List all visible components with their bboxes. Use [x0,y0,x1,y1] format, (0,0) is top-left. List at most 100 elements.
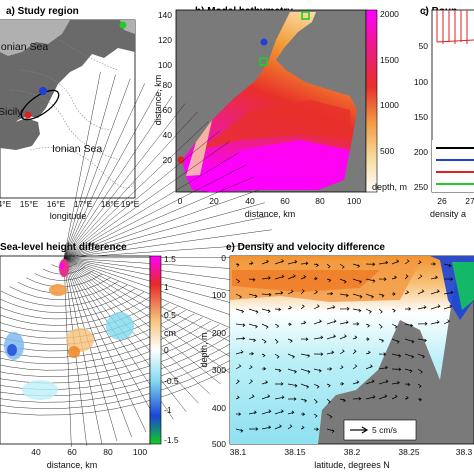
velocity-arrow [313,383,320,389]
velocity-arrow [235,263,240,267]
velocity-arrow [235,412,242,416]
fan-line [63,71,101,259]
velocity-arrow [378,338,385,343]
velocity-arrow [248,261,254,265]
velocity-arrow [235,293,242,299]
velocity-arrow [352,380,360,385]
velocity-arrow [261,259,269,265]
panel-e-yticks: 0 100 200 300 400 500 [212,253,226,449]
velocity-arrow [288,397,297,401]
velocity-arrow [313,398,318,404]
fan-line [63,176,254,259]
velocity-arrow [430,320,440,325]
fan-arc [0,299,161,333]
fan-line [63,257,261,326]
fan-line [63,257,211,395]
tick-d-cb: 0.5 [164,310,176,320]
marker-green [119,21,127,29]
velocity-arrow [391,380,400,385]
velocity-arrow [404,396,409,400]
velocity-arrow [339,293,349,298]
velocity-arrow [443,277,454,281]
velocity-arrow [365,293,375,299]
fan-arc [0,295,153,326]
fan-line [63,202,265,259]
velocity-arrow [287,259,298,265]
panel-a-map [0,19,136,199]
velocity-arrow [313,319,322,325]
velocity-arrow [378,365,389,370]
velocity-arrow [248,293,258,299]
velocity-arrow [404,353,415,359]
velocity-arrow [378,308,383,314]
velocity-arrow [404,338,415,344]
tick-d-cb: -0.5 [164,376,179,386]
velocity-arrow [352,308,362,313]
fan-line [63,189,260,259]
panel-e-xticks: 38.1 38.15 38.2 38.25 38.3 [230,447,473,457]
velocity-arrow [352,364,358,370]
panel-a-title: a) Study region [6,6,79,17]
velocity-arrow [417,321,428,326]
velocity-arrow [417,383,422,388]
tick-e-y: 500 [212,439,226,449]
velocity-arrow [417,353,426,359]
velocity-arrow [339,263,345,269]
velocity-arrow [365,262,376,267]
tick-d-cb: -1.5 [164,435,179,445]
fan-arc [34,270,94,281]
tick-e-x: 38.2 [344,447,361,457]
velocity-arrow [235,308,245,314]
velocity-arrow [326,319,337,325]
fan-line [63,215,269,259]
velocity-arrow [365,308,372,314]
tick-e-x: 38.25 [398,447,420,457]
velocity-arrow [313,290,318,295]
fan-line [63,74,116,259]
panel-b-ylabel: distance, km [153,75,163,126]
marker-red-b [177,156,185,164]
tick-b-y: 80 [163,80,173,90]
fan-line [63,257,161,427]
velocity-arrow [339,349,345,355]
velocity-arrow [300,425,305,430]
velocity-arrow [235,395,240,400]
velocity-arrow [261,380,269,385]
velocity-arrow [261,308,271,313]
velocity-arrow [235,336,246,341]
fan-arc [0,306,178,345]
velocity-arrow [378,293,385,298]
velocity-arrow [300,337,309,341]
velocity-arrow [300,304,305,310]
velocity-arrow [378,379,389,385]
velocity-arrow [404,382,411,387]
fan-line [63,257,221,385]
velocity-arrow [326,428,335,433]
velocity-arrow [417,368,423,374]
velocity-arrow [261,292,272,297]
fan-line [63,257,132,437]
tick-b-x: 80 [315,196,325,206]
velocity-arrow [300,353,311,358]
velocity-arrow [443,263,452,268]
velocity-arrow [417,305,427,310]
fan-line [63,141,230,259]
velocity-arrow [430,275,438,280]
velocity-arrow [391,367,402,372]
velocity-arrow [352,278,363,284]
tick-d-cb: 0 [164,345,169,355]
velocity-arrow [300,275,307,280]
velocity-arrow [352,263,361,268]
velocity-arrow [326,398,331,404]
velocity-arrow [404,323,414,328]
velocity-arrow [261,409,272,415]
tick-c-x: 26 [437,196,447,206]
velocity-arrow [443,304,453,310]
tick-d-x: 40 [31,447,41,457]
velocity-arrow [391,323,398,329]
panel-d-plot [0,71,274,447]
velocity-arrow [443,290,454,295]
fan-line [63,89,159,259]
fan-line [63,78,131,259]
